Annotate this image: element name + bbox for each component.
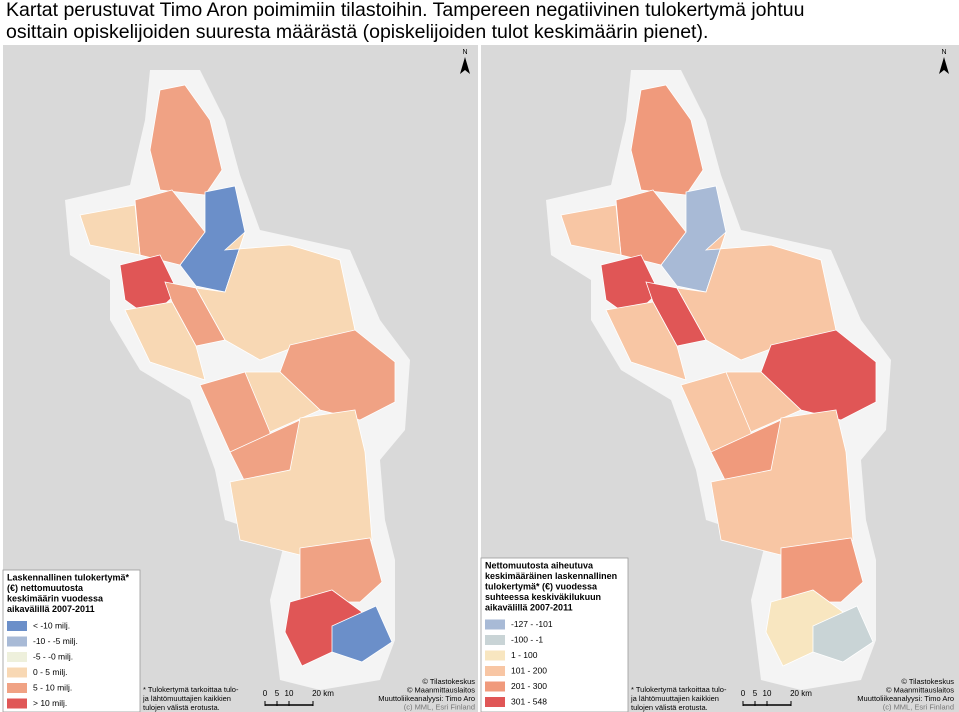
legend-label: 301 - 548: [511, 696, 547, 706]
legend-label: -5 - -0 milj.: [33, 651, 73, 661]
credit: Muuttoliikeanalyysi: Timo Aro: [378, 694, 475, 703]
legend-label: > 10 milj.: [33, 698, 67, 708]
scale-label: 10: [285, 689, 294, 698]
legend-title: keskimääräinen laskennallinen: [485, 571, 617, 581]
scale-label: 20 km: [312, 689, 334, 698]
credit: Muuttoliikeanalyysi: Timo Aro: [857, 694, 954, 703]
legend-label: 0 - 5 milj.: [33, 667, 67, 677]
north-arrow: [460, 57, 470, 74]
legend-label: 5 - 10 milj.: [33, 682, 72, 692]
credit: © Maanmittauslaitos: [407, 685, 475, 694]
legend-title: Laskennallinen tulokertymä*: [7, 572, 130, 582]
credit: (c) MML, Esri Finland: [404, 702, 475, 711]
footnote: tulojen välistä erotusta.: [631, 703, 708, 712]
legend-label: 1 - 100: [511, 650, 538, 660]
legend-box: [480, 557, 629, 712]
legend-title: (€) nettomuutosta: [7, 583, 84, 593]
scale-label: 5: [275, 689, 280, 698]
legend-title: aikavälillä 2007-2011: [7, 604, 95, 614]
legend-swatch: [7, 621, 27, 631]
legend-label: -100 - -1: [511, 634, 543, 644]
legend-swatch: [7, 636, 27, 647]
legend-label: < -10 milj.: [33, 620, 70, 630]
scale-label: 0: [263, 689, 268, 698]
credit: © Tilastokeskus: [901, 677, 954, 686]
legend-swatch: [485, 697, 505, 707]
legend-swatch: [7, 652, 27, 662]
legend-label: 101 - 200: [511, 665, 547, 675]
legend-label: -127 - -101: [511, 619, 553, 629]
north-label: N: [941, 49, 946, 56]
credit: © Tilastokeskus: [422, 677, 475, 686]
legend-swatch: [485, 650, 505, 661]
legend-title: keskimäärin vuodessa: [7, 593, 104, 603]
scale-label: 5: [753, 689, 758, 698]
legend-title: tulokertymä* (€) vuodessa: [485, 581, 598, 591]
caption-line: osittain opiskelijoiden suuresta määräst…: [6, 21, 708, 43]
north-arrow: [939, 57, 949, 74]
legend-swatch: [485, 635, 505, 645]
legend-title: Nettomuutosta aiheutuva: [485, 560, 594, 570]
legend-swatch: [485, 681, 505, 692]
legend-title: suhteessa keskiväkilukuun: [485, 592, 601, 602]
scale-label: 0: [741, 689, 746, 698]
footnote: ja lähtömuuttajien kaikkien: [630, 694, 719, 703]
footnote: ja lähtömuuttajien kaikkien: [142, 694, 231, 703]
north-label: N: [462, 49, 467, 56]
footnote: * Tulokertymä tarkoittaa tulo-: [631, 685, 727, 694]
legend-swatch: [7, 683, 27, 693]
legend-swatch: [7, 667, 27, 678]
legend-swatch: [485, 666, 505, 676]
caption-line: Kartat perustuvat Timo Aron poimimiin ti…: [6, 0, 804, 21]
credit: © Maanmittauslaitos: [886, 685, 954, 694]
scale-label: 20 km: [790, 689, 812, 698]
credit: (c) MML, Esri Finland: [883, 702, 954, 711]
legend-title: aikavälillä 2007-2011: [485, 602, 573, 612]
legend-label: 201 - 300: [511, 681, 547, 691]
scale-label: 10: [763, 689, 772, 698]
footnote: tulojen välistä erotusta.: [143, 703, 220, 712]
footnote: * Tulokertymä tarkoittaa tulo-: [143, 685, 239, 694]
legend-label: -10 - -5 milj.: [33, 636, 78, 646]
legend-swatch: [485, 619, 505, 630]
legend-swatch: [7, 698, 27, 709]
